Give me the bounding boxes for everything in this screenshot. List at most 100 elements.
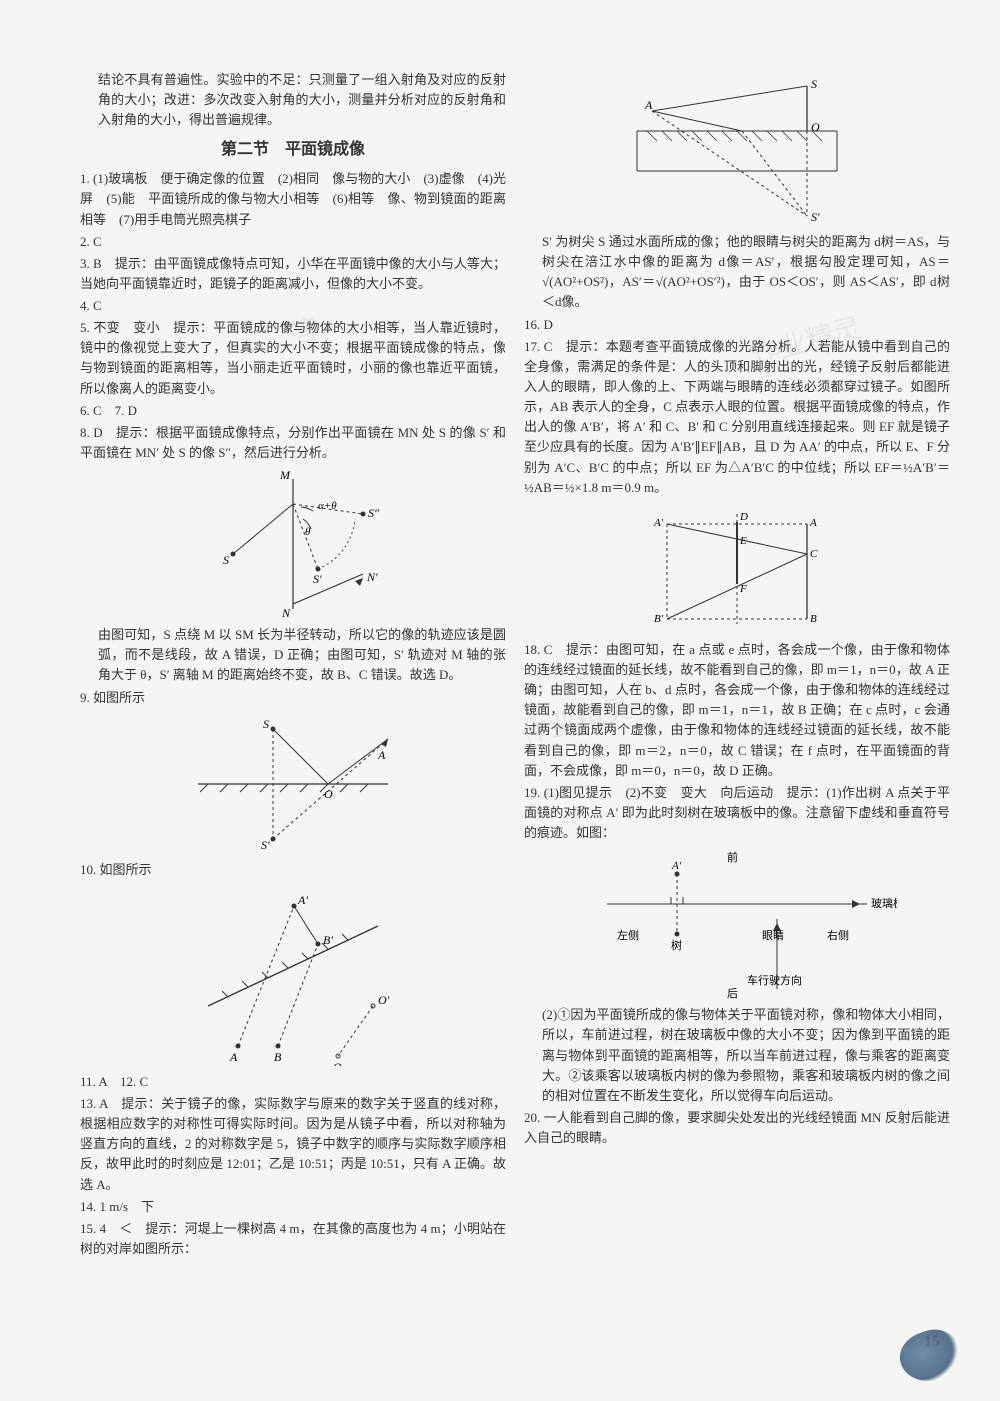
svg-text:θ: θ — [305, 526, 311, 538]
svg-text:B: B — [274, 1050, 282, 1064]
svg-text:E: E — [739, 535, 747, 547]
item-15: 15. 4 ＜ 提示：河堤上一棵树高 4 m，在其像的高度也为 4 m；小明站在… — [80, 1219, 506, 1259]
item-num: 1. — [80, 171, 90, 186]
item-body: C 7. D — [93, 403, 137, 418]
item-num: 11. — [80, 1074, 96, 1089]
after-19-text: (2)①因为平面镜所成的像与物体关于平面镜对称，像和物体大小相同，所以，车前进过… — [524, 1005, 950, 1106]
item-body: 1 m/s 下 — [100, 1199, 155, 1214]
item-body: C 提示：本题考查平面镜成像的光路分析。人若能从镜中看到自己的全身像，需满足的条… — [524, 339, 950, 495]
svg-text:后: 后 — [727, 987, 738, 999]
svg-text:A′: A′ — [297, 893, 308, 907]
figure-17: A B C A′ B′ D E F — [524, 504, 950, 634]
item-num: 14. — [80, 1199, 96, 1214]
item-body: (1)玻璃板 便于确定像的位置 (2)相同 像与物的大小 (3)虚像 (4)光屏… — [80, 171, 506, 226]
svg-text:α+θ: α+θ — [318, 500, 337, 512]
svg-text:O: O — [333, 1060, 342, 1066]
item-body: D 提示：根据平面镜成像特点，分别作出平面镜在 MN 处 S 的像 S′ 和平面… — [80, 425, 506, 460]
item-4: 4. C — [80, 296, 506, 316]
section-title: 第二节 平面镜成像 — [80, 138, 506, 163]
figure-10: A B A′ B′ O O′ — [80, 886, 506, 1066]
item-body: 不变 变小 提示：平面镜成的像与物体的大小相等，当人靠近镜时，镜中的像视觉上变大… — [80, 320, 506, 395]
item-body: C — [93, 234, 102, 249]
item-6-7: 6. C 7. D — [80, 401, 506, 421]
item-14: 14. 1 m/s 下 — [80, 1197, 506, 1217]
item-num: 18. — [524, 642, 540, 657]
svg-text:O: O — [324, 787, 333, 801]
figure-15: A S O S′ — [524, 76, 950, 226]
svg-text:A′: A′ — [653, 517, 664, 529]
figure-19: 前 玻璃板 A′ 左侧 树 眼睛 右侧 车行驶方向 后 — [524, 849, 950, 999]
after-8-text: 由图可知，S 点绕 M 以 SM 长为半径转动，所以它的像的轨迹应该是圆弧，而不… — [80, 625, 506, 685]
item-body: 4 ＜ 提示：河堤上一棵树高 4 m，在其像的高度也为 4 m；小明站在树的对岸… — [80, 1221, 506, 1256]
figure-9: S S′ A O — [80, 714, 506, 854]
item-20: 20. 一人能看到自己脚的像，要求脚尖处发出的光线经镜面 MN 反射后能进入自己… — [524, 1108, 950, 1148]
svg-text:前: 前 — [727, 850, 738, 864]
svg-text:O′: O′ — [378, 993, 390, 1007]
item-10: 10. 如图所示 — [80, 860, 506, 880]
svg-text:M: M — [279, 469, 291, 482]
item-num: 16. — [524, 317, 540, 332]
item-16: 16. D — [524, 315, 950, 335]
item-3: 3. B 提示：由平面镜成像特点可知，小华在平面镜中像的大小与人等大；当她向平面… — [80, 254, 506, 294]
svg-text:右侧: 右侧 — [827, 928, 849, 942]
item-num: 13. — [80, 1096, 96, 1111]
item-body: C 提示：由图可知，在 a 点或 e 点时，各会成一个像，由于像和物体的连线经过… — [524, 642, 950, 778]
item-11-12: 11. A 12. C — [80, 1072, 506, 1092]
item-num: 4. — [80, 298, 90, 313]
svg-text:A: A — [229, 1050, 238, 1064]
item-13: 13. A 提示：关于镜子的像，实际数字与原来的数字关于竖直的线对称，根据相应数… — [80, 1094, 506, 1195]
svg-text:A′: A′ — [671, 860, 682, 872]
item-num: 3. — [80, 256, 90, 271]
item-5: 5. 不变 变小 提示：平面镜成的像与物体的大小相等，当人靠近镜时，镜中的像视觉… — [80, 318, 506, 399]
svg-text:N′: N′ — [366, 570, 378, 584]
item-num: 6. — [80, 403, 90, 418]
svg-text:S′: S′ — [261, 838, 270, 852]
svg-text:S″: S″ — [368, 506, 380, 520]
svg-text:S′: S′ — [811, 210, 820, 224]
item-body: C — [93, 298, 102, 313]
item-body: D — [544, 317, 553, 332]
item-num: 17. — [524, 339, 540, 354]
item-2: 2. C — [80, 232, 506, 252]
svg-text:S: S — [811, 77, 817, 91]
item-9: 9. 如图所示 — [80, 688, 506, 708]
intro-text: 结论不具有普遍性。实验中的不足：只测量了一组入射角及对应的反射角的大小；改进：多… — [80, 70, 506, 130]
svg-text:F: F — [739, 583, 747, 595]
item-1: 1. (1)玻璃板 便于确定像的位置 (2)相同 像与物的大小 (3)虚像 (4… — [80, 169, 506, 229]
item-17: 17. C 提示：本题考查平面镜成像的光路分析。人若能从镜中看到自己的全身像，需… — [524, 337, 950, 498]
item-num: 8. — [80, 425, 90, 440]
item-num: 15. — [80, 1221, 96, 1236]
svg-text:树: 树 — [671, 938, 682, 952]
item-19: 19. (1)图见提示 (2)不变 变大 向后运动 提示：(1)作出树 A 点关… — [524, 783, 950, 843]
svg-text:C: C — [810, 548, 818, 560]
item-num: 5. — [80, 320, 90, 335]
svg-text:车行驶方向: 车行驶方向 — [747, 973, 802, 987]
page-content: 结论不具有普遍性。实验中的不足：只测量了一组入射角及对应的反射角的大小；改进：多… — [0, 0, 1000, 1311]
svg-text:B: B — [810, 613, 817, 625]
svg-text:N: N — [281, 606, 291, 619]
svg-text:S: S — [263, 717, 269, 731]
svg-text:S′: S′ — [313, 572, 322, 586]
item-18: 18. C 提示：由图可知，在 a 点或 e 点时，各会成一个像，由于像和物体的… — [524, 640, 950, 781]
item-body: A 12. C — [98, 1074, 148, 1089]
svg-text:D: D — [739, 511, 748, 523]
dolphin-icon — [893, 1322, 966, 1390]
svg-text:S: S — [223, 553, 229, 567]
svg-text:A: A — [809, 517, 817, 529]
item-body: A 提示：关于镜子的像，实际数字与原来的数字关于竖直的线对称，根据相应数字的对称… — [80, 1096, 506, 1192]
item-8: 8. D 提示：根据平面镜成像特点，分别作出平面镜在 MN 处 S 的像 S′ … — [80, 423, 506, 463]
item-num: 19. — [524, 785, 540, 800]
svg-text:眼睛: 眼睛 — [762, 929, 784, 942]
svg-text:B′: B′ — [654, 613, 664, 625]
item-body: B 提示：由平面镜成像特点可知，小华在平面镜中像的大小与人等大；当她向平面镜靠近… — [80, 256, 506, 291]
svg-text:B′: B′ — [323, 933, 333, 947]
right-column: A S O S′ S′ 为树尖 S 通过水面所成的像；他的眼睛与树尖的距离为 d… — [524, 70, 950, 1261]
svg-text:A: A — [644, 98, 653, 112]
svg-text:左侧: 左侧 — [617, 929, 639, 942]
svg-text:玻璃板: 玻璃板 — [871, 896, 897, 910]
figure-8: M N N′ S S′ S″ α+θ θ — [80, 469, 506, 619]
svg-text:O: O — [811, 120, 820, 134]
svg-text:A: A — [377, 748, 386, 762]
left-column: 结论不具有普遍性。实验中的不足：只测量了一组入射角及对应的反射角的大小；改进：多… — [80, 70, 506, 1261]
item-num: 2. — [80, 234, 90, 249]
